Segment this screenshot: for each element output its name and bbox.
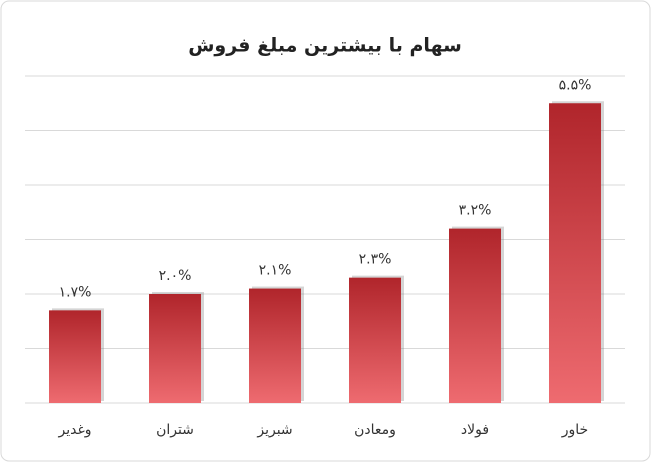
x-tick-label: ومعادن [354, 422, 396, 438]
value-label: ۱.۷% [59, 284, 92, 300]
value-label: ۵.۵% [559, 77, 592, 93]
bar [49, 310, 101, 403]
x-tick-label: شبریز [256, 422, 292, 438]
value-label: ۲.۰% [159, 268, 192, 284]
x-tick-label: فولاد [461, 422, 489, 438]
bar [549, 103, 601, 403]
bar [149, 294, 201, 403]
value-label: ۲.۱% [259, 263, 292, 279]
x-tick-label: خاور [561, 422, 588, 438]
x-tick-label: وغدیر [57, 422, 91, 438]
x-tick-label: شتران [156, 422, 194, 438]
value-label: ۳.۲% [459, 203, 492, 219]
chart-title: سهام با بیشترین مبلغ فروش [188, 35, 462, 57]
bar [249, 288, 301, 403]
bar [449, 228, 501, 403]
bar [349, 277, 401, 403]
value-label: ۲.۳% [359, 252, 392, 268]
